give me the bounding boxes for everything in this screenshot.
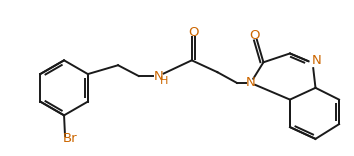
Text: N: N [246,76,256,89]
Text: O: O [188,26,199,39]
Text: H: H [160,76,169,86]
Text: Br: Br [63,132,77,145]
Text: N: N [312,54,321,67]
Text: N: N [154,70,163,83]
Text: O: O [249,29,260,42]
